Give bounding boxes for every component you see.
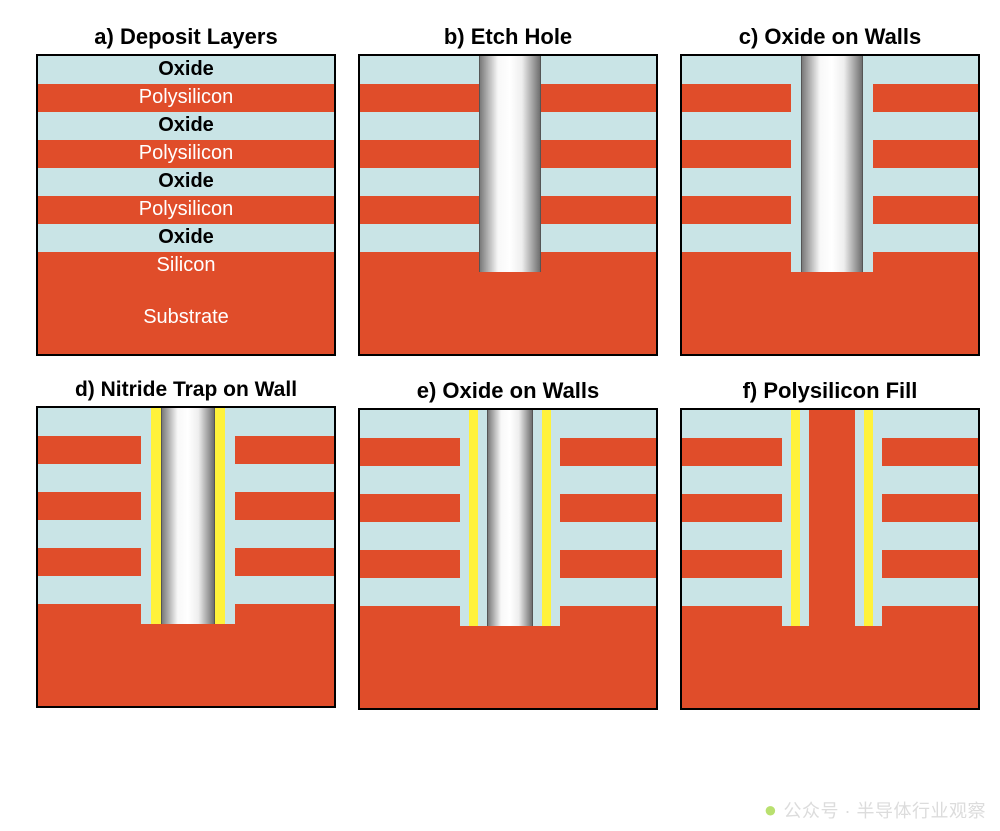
panel-e: e) Oxide on Walls — [358, 378, 658, 710]
panel-d: d) Nitride Trap on Wall — [36, 378, 336, 710]
oxide-wall-1-right — [873, 410, 882, 626]
oxide-wall-right — [863, 56, 873, 272]
watermark: ● 公众号 · 半导体行业观察 — [764, 797, 986, 823]
nitride-wall-right — [542, 410, 551, 626]
panel-c: c) Oxide on Walls — [680, 24, 980, 356]
layer-label: Silicon — [157, 252, 216, 275]
panel-c-cross — [680, 54, 980, 356]
oxide-wall-left — [791, 56, 801, 272]
oxide-wall-1-left — [460, 410, 469, 626]
polysilicon-fill — [809, 410, 855, 710]
etched-hole — [479, 56, 541, 272]
etched-hole — [487, 410, 533, 626]
panel-d-title: d) Nitride Trap on Wall — [36, 378, 336, 402]
layer-label: Substrate — [143, 304, 229, 327]
layer-label: Oxide — [158, 112, 214, 135]
nitride-wall-right — [215, 408, 225, 624]
panel-a: a) Deposit Layers Oxide Polysilicon Oxid… — [36, 24, 336, 356]
nitride-wall-left — [151, 408, 161, 624]
layer-label: Polysilicon — [139, 84, 233, 107]
oxide-wall-2-left — [800, 410, 809, 626]
panel-a-title: a) Deposit Layers — [36, 24, 336, 50]
oxide-wall-2-left — [478, 410, 487, 626]
etched-hole — [161, 408, 215, 624]
layer-label: Polysilicon — [139, 196, 233, 219]
panel-c-title: c) Oxide on Walls — [680, 24, 980, 50]
oxide-wall-1-right — [551, 410, 560, 626]
panel-b-title: b) Etch Hole — [358, 24, 658, 50]
watermark-text: 公众号 · 半导体行业观察 — [784, 797, 987, 823]
panel-f: f) Polysilicon Fill — [680, 378, 980, 710]
etched-hole — [801, 56, 863, 272]
nitride-wall-left — [791, 410, 800, 626]
oxide-wall-right — [225, 408, 235, 624]
nitride-wall-right — [864, 410, 873, 626]
layer-label: Polysilicon — [139, 140, 233, 163]
layer-label: Oxide — [158, 224, 214, 247]
panel-b: b) Etch Hole — [358, 24, 658, 356]
oxide-wall-2-right — [855, 410, 864, 626]
panel-e-cross — [358, 408, 658, 710]
layer-label: Oxide — [158, 56, 214, 79]
panel-d-cross — [36, 406, 336, 708]
panel-f-cross — [680, 408, 980, 710]
diagram-grid: a) Deposit Layers Oxide Polysilicon Oxid… — [0, 0, 1000, 710]
panel-e-title: e) Oxide on Walls — [358, 378, 658, 404]
oxide-wall-2-right — [533, 410, 542, 626]
panel-a-cross: Oxide Polysilicon Oxide Polysilicon Oxid… — [36, 54, 336, 356]
layer-label: Oxide — [158, 168, 214, 191]
panel-f-title: f) Polysilicon Fill — [680, 378, 980, 404]
oxide-wall-1-left — [782, 410, 791, 626]
wechat-icon: ● — [764, 797, 778, 823]
oxide-wall-left — [141, 408, 151, 624]
nitride-wall-left — [469, 410, 478, 626]
panel-b-cross — [358, 54, 658, 356]
